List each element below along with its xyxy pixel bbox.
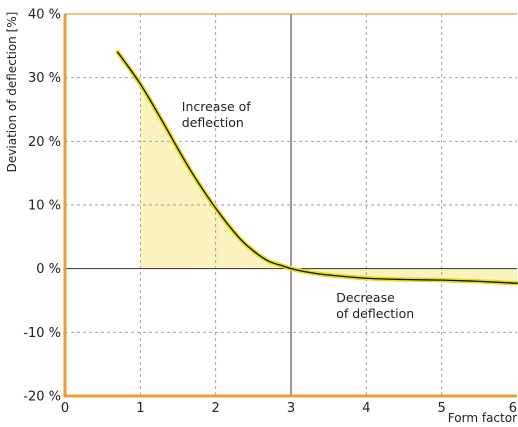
annotation-text: deflection [182,115,244,130]
y-tick-label: 40 % [28,8,61,23]
y-tick-label: 20 % [28,135,61,150]
y-axis-label: Deviation of deflection [%] [5,12,19,173]
x-tick-label: 0 [61,401,69,416]
annotation-text: Increase of [182,99,252,114]
y-tick-label: 10 % [28,199,61,214]
series-curve [117,51,518,284]
annotation-text: of deflection [336,306,414,321]
x-tick-label: 1 [136,401,144,416]
annotation-text: Decrease [336,290,395,305]
y-tick-label: -20 % [23,390,61,405]
x-axis-label: Form factor [448,411,517,425]
x-tick-label: 5 [438,401,446,416]
x-tick-label: 3 [287,401,295,416]
x-tick-label: 6 [509,401,517,416]
y-tick-label: 30 % [28,71,61,86]
x-tick-label: 4 [362,401,370,416]
y-tick-label: 0 % [36,262,61,277]
x-tick-label: 2 [212,401,220,416]
y-tick-label: -10 % [23,326,61,341]
grid-lines [65,14,517,396]
